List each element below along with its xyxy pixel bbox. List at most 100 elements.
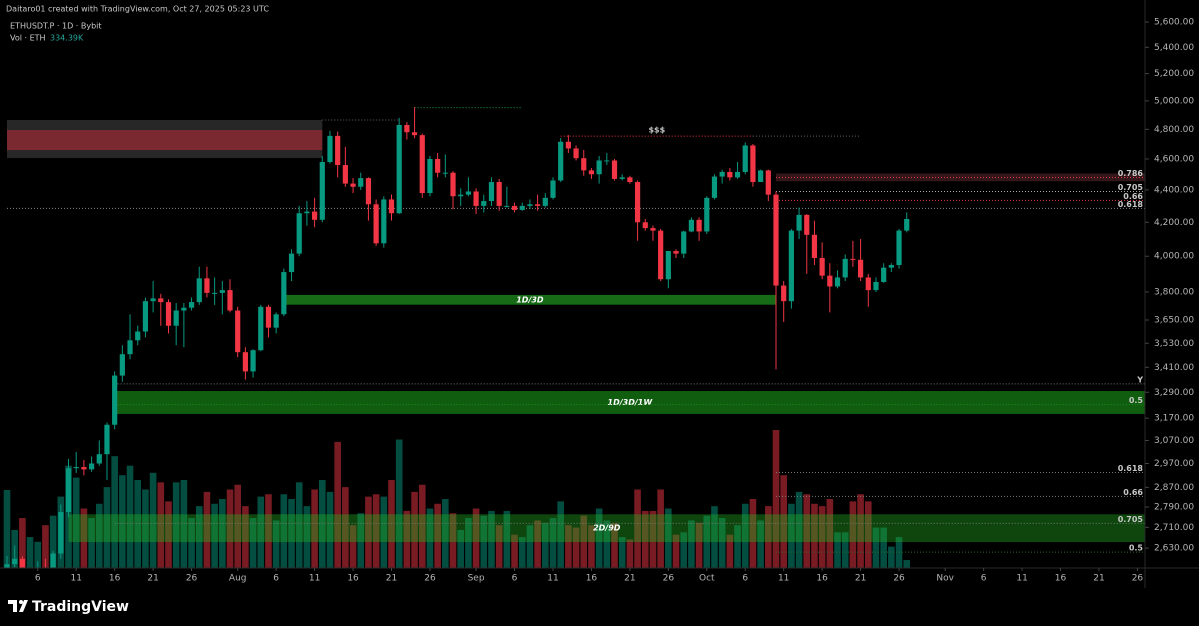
volume-bar	[165, 501, 172, 568]
volume-bar	[649, 510, 657, 568]
volume-bar	[465, 518, 472, 568]
volume-bar	[672, 534, 680, 568]
candle-body	[196, 278, 202, 303]
x-tick-label: 26	[1132, 574, 1144, 584]
candle-body	[535, 204, 541, 206]
volume-bar	[695, 522, 703, 568]
volume-bar	[49, 515, 57, 568]
y-tick-label: 2,870.00	[1154, 483, 1194, 493]
candle-body	[119, 354, 125, 376]
x-tick-label: 21	[855, 574, 866, 584]
candle-body	[788, 230, 794, 302]
volume-bar	[757, 520, 764, 568]
y-tick-label: 5,600.00	[1154, 18, 1194, 28]
y-tick-label: 4,000.00	[1154, 252, 1194, 262]
x-tick-label: 16	[816, 574, 828, 584]
candle-body	[104, 424, 110, 455]
volume-bar	[95, 503, 103, 568]
x-tick-label: 26	[424, 574, 436, 584]
volume-bar	[365, 496, 372, 568]
logo-icon	[8, 600, 28, 612]
volume-bar	[172, 482, 180, 568]
x-tick-label: 11	[778, 574, 789, 584]
volume-bar	[857, 494, 864, 568]
volume-bar	[226, 489, 234, 568]
level-label: 0.618	[1118, 464, 1144, 473]
x-tick-label: 11	[547, 574, 558, 584]
y-tick-label: 2,630.00	[1154, 544, 1194, 554]
volume-bar	[311, 489, 318, 568]
volume-bar	[811, 503, 818, 568]
candle-body	[411, 132, 418, 136]
volume-bar	[565, 525, 572, 568]
volume-bar	[80, 508, 88, 568]
candle-body	[12, 558, 18, 565]
y-tick-label: 5,400.00	[1154, 43, 1194, 53]
level-label: 0.786	[1118, 169, 1144, 178]
candle-body	[296, 213, 302, 254]
candle-body	[327, 135, 333, 162]
volume-bar	[457, 529, 465, 568]
candle-body	[88, 463, 95, 470]
candle-body	[496, 182, 502, 206]
candle-body	[342, 165, 348, 184]
candle-body	[573, 148, 579, 159]
candle-body	[65, 468, 72, 513]
volume-bar	[211, 503, 218, 568]
volume-bar	[864, 501, 872, 568]
candle-body	[704, 197, 710, 232]
candle-body	[511, 205, 518, 210]
logo-text: TradingView	[32, 599, 129, 615]
volume-bar	[688, 520, 695, 568]
candle-body	[265, 306, 272, 328]
volume-bar	[265, 494, 272, 568]
volume-bar	[511, 534, 518, 568]
y-tick-label: 5,000.00	[1154, 96, 1194, 106]
candle-body	[558, 141, 564, 181]
x-tick-label: 16	[586, 574, 598, 584]
volume-bar	[326, 491, 334, 568]
level-label: 0.66	[1123, 192, 1143, 201]
volume-bar	[826, 499, 834, 568]
volume-bar	[157, 482, 165, 568]
x-tick-label: 6	[512, 574, 518, 584]
candle-body	[250, 350, 256, 372]
y-tick-label: 4,800.00	[1154, 125, 1194, 135]
volume-bar	[295, 482, 303, 568]
candle-body	[750, 145, 756, 183]
volume-bar	[180, 479, 188, 568]
candle-body	[273, 314, 279, 328]
candle-body	[873, 281, 879, 291]
x-tick-label: 26	[186, 574, 198, 584]
candle-body	[304, 211, 310, 214]
volume-bar	[595, 508, 603, 568]
x-tick-label: 16	[109, 574, 121, 584]
volume-bar	[741, 503, 749, 568]
candle-body	[58, 512, 64, 554]
candle-body	[642, 222, 648, 229]
candle-body	[857, 259, 864, 278]
candle-body	[335, 135, 341, 166]
volume-bar	[495, 525, 503, 568]
candle-body	[388, 199, 395, 214]
x-tick-label: 16	[347, 574, 359, 584]
volume-bar	[711, 506, 718, 568]
volume-bar	[480, 515, 488, 568]
credit: Daitaro01 created with TradingView.com, …	[6, 5, 269, 14]
level-label: 0.705	[1118, 183, 1144, 192]
volume-bar	[641, 510, 649, 568]
candle-body	[550, 180, 556, 198]
volume-bar	[395, 439, 403, 568]
candle-body	[681, 231, 687, 254]
volume-bar	[841, 532, 849, 568]
plot-area: 1D/3D1D/3D/1W2D/9D0.7860.7050.660.618Y0.…	[3, 107, 1145, 568]
logo: TradingView	[8, 599, 129, 615]
volume-bar	[249, 518, 257, 568]
level-label: Y	[1136, 375, 1143, 384]
candle-body	[896, 230, 902, 266]
y-tick-label: 2,710.00	[1154, 523, 1194, 533]
volume-bar	[411, 491, 418, 568]
volume-bar	[634, 489, 641, 568]
volume-bar	[611, 522, 618, 568]
